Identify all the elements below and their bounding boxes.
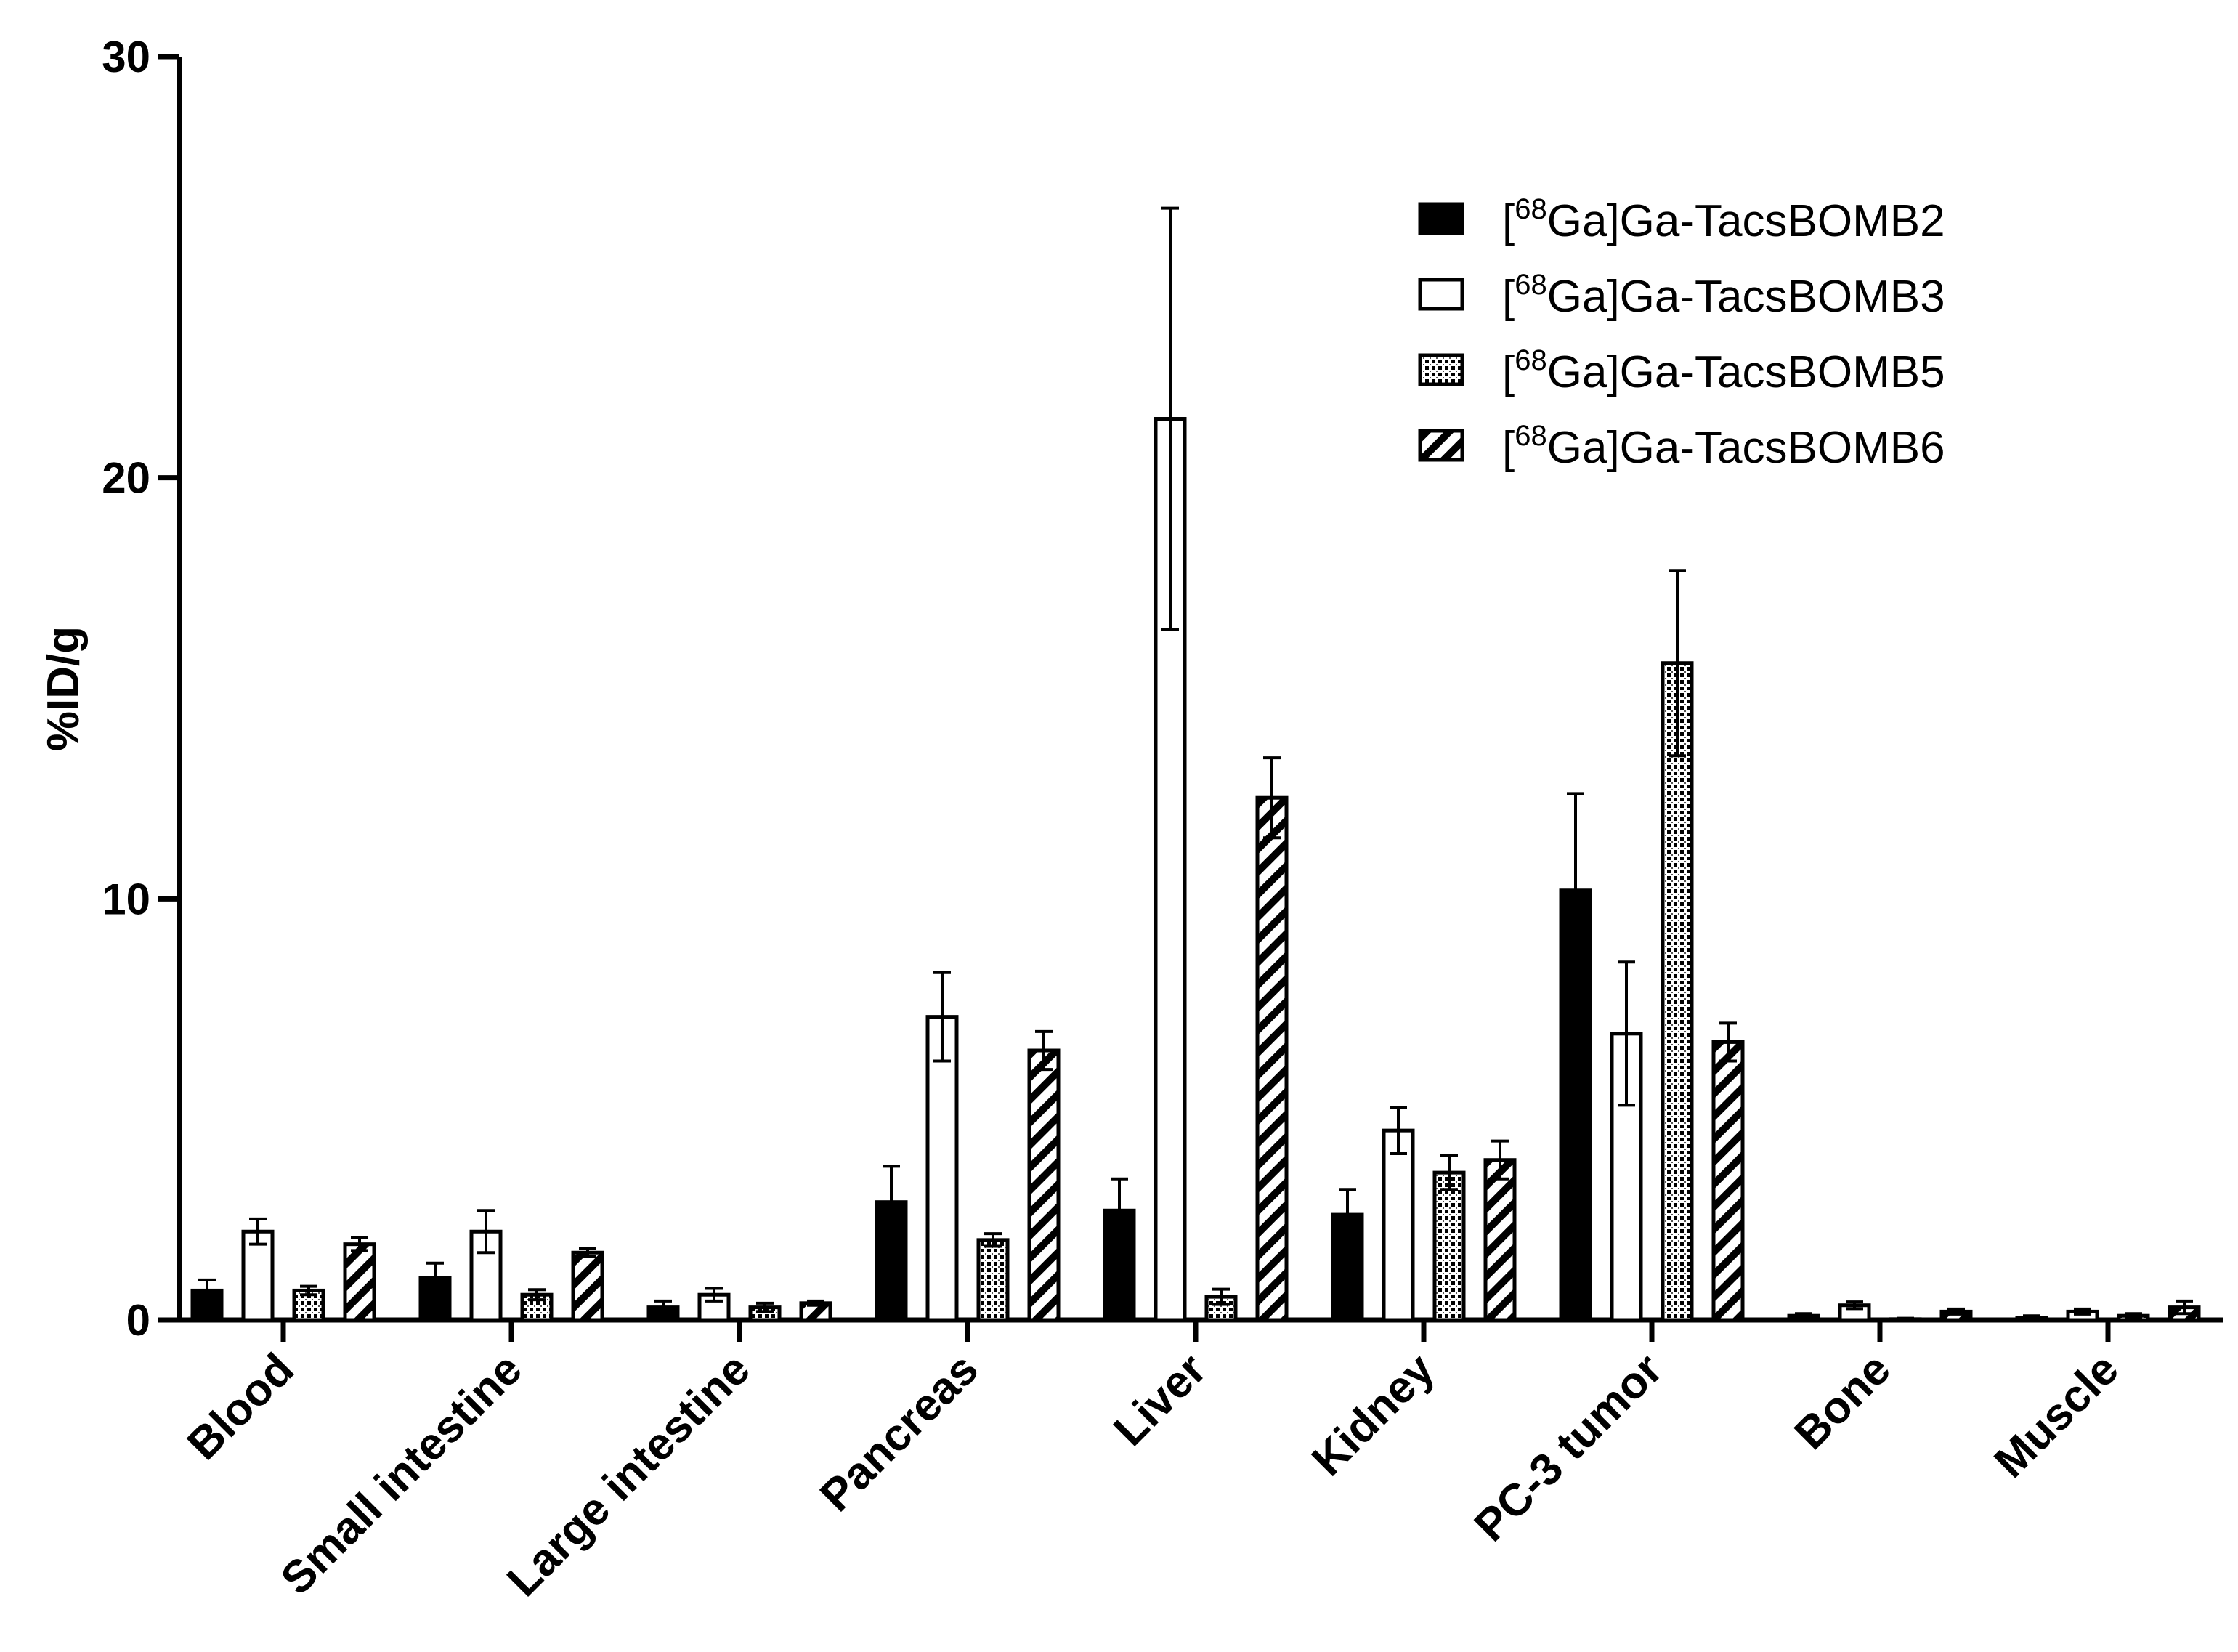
bar	[571, 1250, 604, 1322]
error-bar	[1947, 1307, 1965, 1316]
y-tick-label: 10	[102, 875, 150, 923]
legend-item: [68Ga]Ga-TacsBOMB6	[1418, 420, 1945, 473]
bar	[1432, 1170, 1466, 1322]
legend-item: [68Ga]Ga-TacsBOMB3	[1418, 269, 1945, 322]
error-bar	[1161, 206, 1179, 631]
category-label: Blood	[178, 1344, 304, 1470]
error-bar	[1669, 569, 1686, 758]
error-bar	[933, 971, 951, 1063]
legend-label: [68Ga]Ga-TacsBOMB6	[1502, 420, 1945, 473]
error-bar	[1795, 1312, 1812, 1320]
legend-label: [68Ga]Ga-TacsBOMB3	[1502, 269, 1945, 322]
category-label: Large intestine	[498, 1344, 760, 1606]
error-bar	[1339, 1188, 1356, 1242]
error-bar	[654, 1299, 672, 1316]
bar	[1154, 417, 1187, 1322]
legend-item: [68Ga]Ga-TacsBOMB5	[1418, 344, 1945, 397]
category-label: Bone	[1785, 1344, 1900, 1459]
error-bar	[2176, 1299, 2193, 1316]
category-label: Pancreas	[811, 1344, 988, 1521]
legend-label: [68Ga]Ga-TacsBOMB2	[1502, 193, 1945, 246]
error-bar	[1263, 756, 1281, 840]
bar	[976, 1238, 1010, 1322]
category-label: Liver	[1104, 1344, 1216, 1456]
category-label: Kidney	[1302, 1344, 1444, 1486]
error-bar	[249, 1217, 267, 1246]
error-bar	[579, 1247, 596, 1259]
y-tick-label: 30	[102, 33, 150, 81]
y-ticks: 0 10 20 30	[102, 33, 179, 1345]
bar	[343, 1242, 376, 1322]
error-bar	[807, 1299, 824, 1307]
y-tick-label: 20	[102, 454, 150, 503]
legend-swatch	[1418, 353, 1464, 386]
legend-label: [68Ga]Ga-TacsBOMB5	[1502, 344, 1945, 397]
error-bar	[1846, 1300, 1863, 1311]
error-bar	[300, 1284, 317, 1297]
legend-swatch	[1418, 429, 1464, 462]
error-bar	[2125, 1312, 2142, 1320]
bar	[1711, 1040, 1745, 1322]
bars	[190, 417, 2201, 1322]
error-bar	[1212, 1287, 1230, 1306]
error-bar	[1491, 1139, 1509, 1181]
error-bar	[883, 1165, 900, 1239]
category-label: Small intestine	[272, 1344, 532, 1604]
error-bar	[1440, 1154, 1458, 1191]
bar	[1027, 1048, 1061, 1322]
bar	[1483, 1158, 1517, 1322]
error-bar	[1035, 1029, 1053, 1072]
error-bar	[2023, 1314, 2040, 1321]
error-bar	[426, 1261, 444, 1295]
bar	[1255, 795, 1289, 1322]
error-bar	[984, 1232, 1002, 1248]
error-bar	[1111, 1177, 1128, 1244]
legend: [68Ga]Ga-TacsBOMB2 [68Ga]Ga-TacsBOMB3 [68G…	[1418, 193, 1945, 473]
error-bar	[477, 1209, 495, 1255]
error-bar	[1390, 1106, 1407, 1156]
error-bar	[351, 1236, 368, 1252]
error-bar	[1719, 1021, 1737, 1063]
error-bar	[528, 1288, 546, 1302]
y-tick-label: 0	[126, 1296, 150, 1345]
category-label: Muscle	[1984, 1344, 2128, 1487]
error-bar	[1897, 1316, 1914, 1321]
legend-item: [68Ga]Ga-TacsBOMB2	[1418, 193, 1945, 246]
error-bar	[198, 1278, 216, 1303]
x-ticks	[280, 1320, 2111, 1342]
error-bars	[198, 206, 2193, 1321]
legend-swatch	[1418, 278, 1464, 311]
error-bar	[2074, 1307, 2091, 1316]
error-bar	[1567, 792, 1584, 989]
bar	[1382, 1128, 1415, 1322]
legend-swatch	[1418, 202, 1464, 235]
error-bar	[705, 1287, 723, 1303]
bar	[1661, 661, 1694, 1322]
category-label: PC-3 tumor	[1465, 1344, 1672, 1551]
y-axis-title: %ID/g	[38, 626, 89, 751]
error-bar	[756, 1301, 774, 1313]
error-bar	[1618, 960, 1635, 1107]
